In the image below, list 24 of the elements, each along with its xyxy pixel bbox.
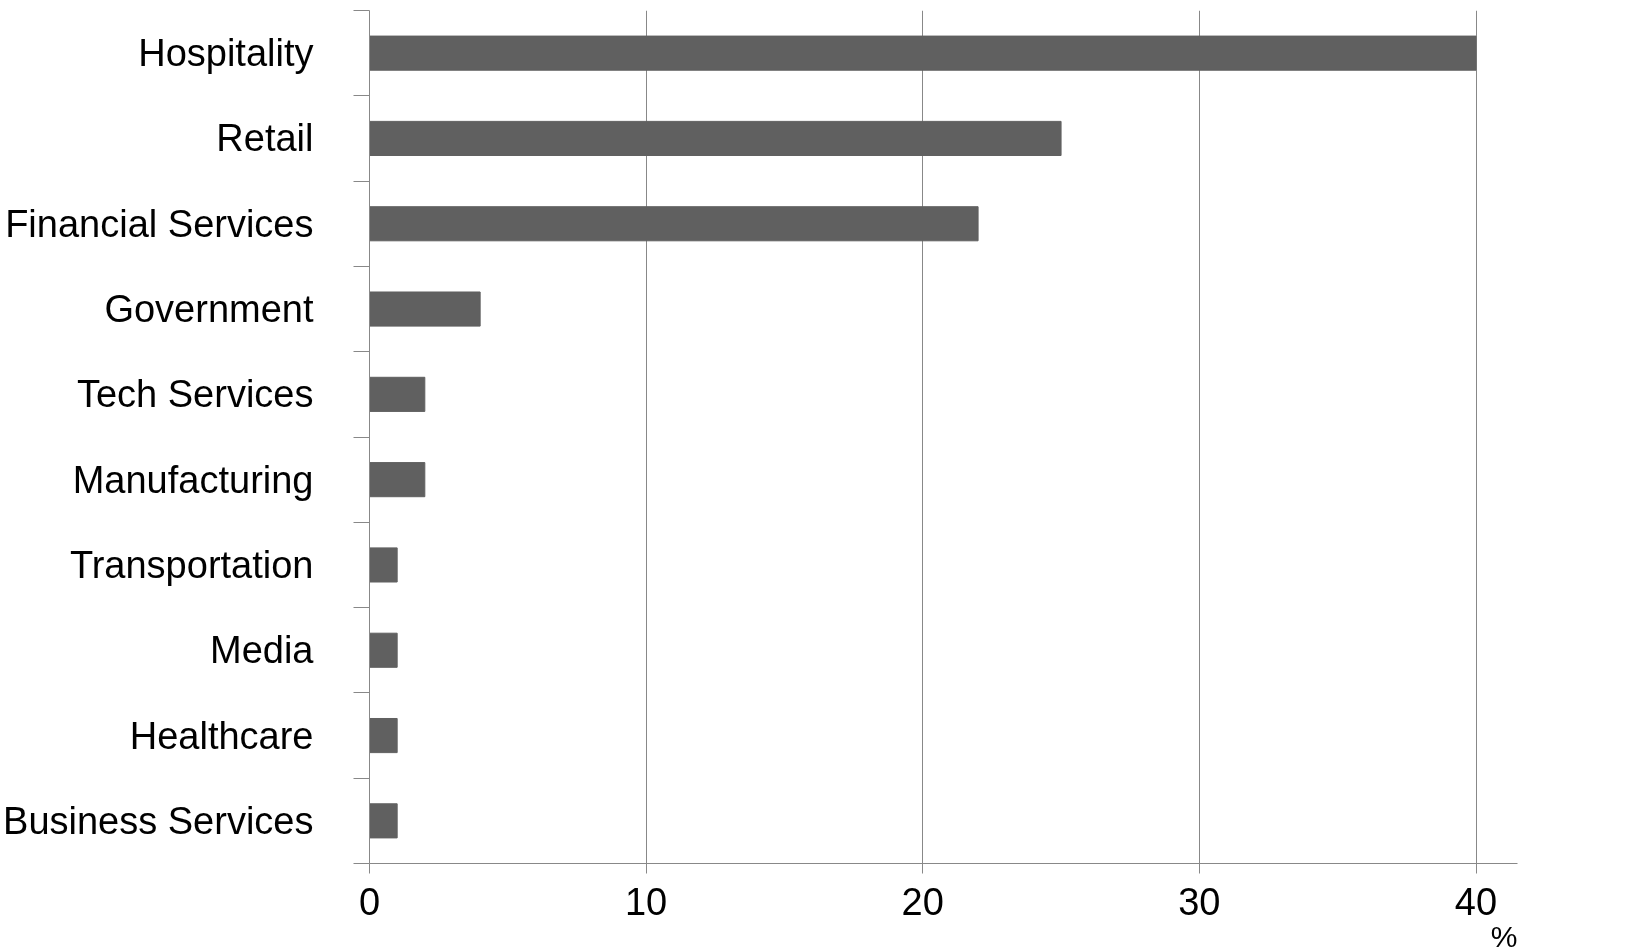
y-tick-label: Hospitality (138, 32, 314, 75)
y-tick-label: Business Services (3, 799, 314, 842)
y-tick-label: Media (210, 629, 315, 672)
bar (369, 35, 1477, 71)
x-tick-label: 10 (624, 880, 668, 923)
x-tick-label: 30 (1178, 880, 1221, 923)
y-tick-label: Transportation (69, 543, 314, 586)
bar (369, 206, 979, 242)
bar (369, 120, 1062, 157)
y-tick-label: Retail (216, 117, 314, 160)
bar (369, 717, 398, 754)
bar (369, 376, 426, 412)
bar (369, 291, 481, 327)
y-tick-label: Tech Services (76, 373, 314, 416)
bar (369, 803, 398, 839)
y-tick-label: Government (104, 288, 314, 331)
y-tick-label: Financial Services (5, 202, 314, 245)
bar (369, 462, 426, 498)
y-tick-label: Manufacturing (72, 458, 314, 501)
bar (369, 632, 398, 668)
bar (369, 547, 398, 583)
x-tick-label: 20 (901, 880, 944, 923)
y-tick-label: Healthcare (129, 714, 314, 757)
x-tick-label: 0 (358, 880, 381, 923)
